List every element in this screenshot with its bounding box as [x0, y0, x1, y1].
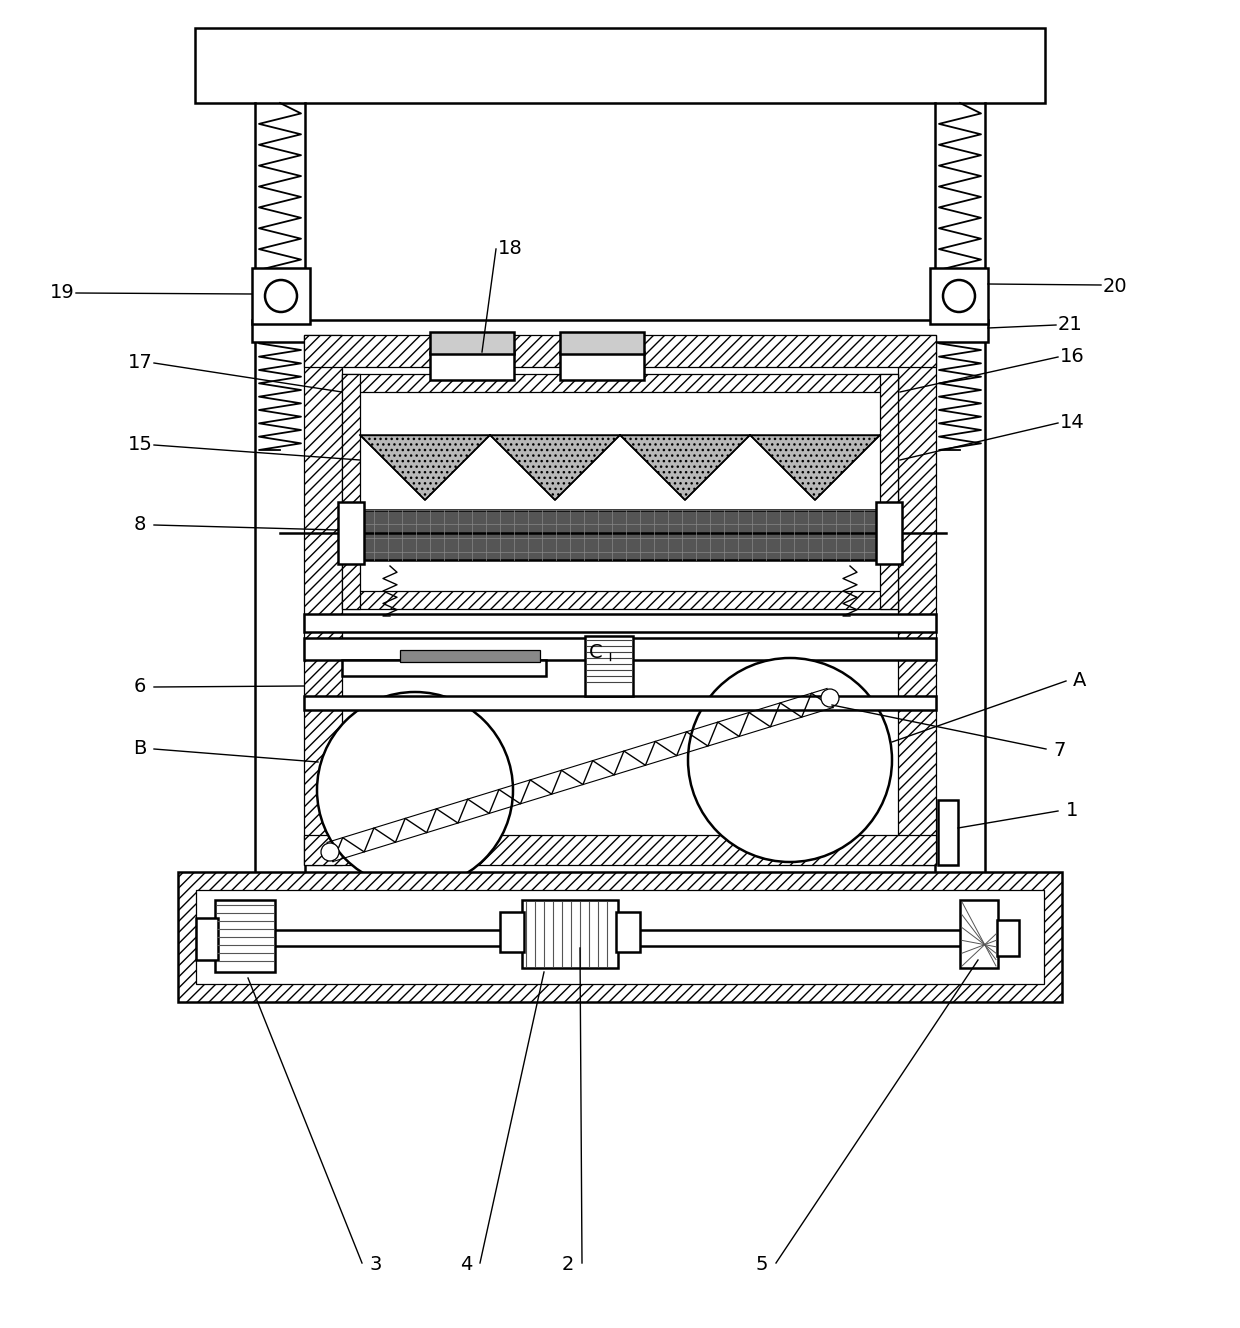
Bar	[560, 352, 644, 380]
Bar	[880, 374, 898, 610]
Bar	[339, 502, 365, 564]
Bar	[342, 374, 898, 392]
Circle shape	[688, 657, 892, 862]
Bar	[360, 392, 880, 591]
Text: 2: 2	[562, 1255, 574, 1274]
Text: 18: 18	[497, 239, 522, 258]
Text: 5: 5	[755, 1255, 769, 1274]
Bar	[196, 890, 1044, 984]
Circle shape	[265, 280, 298, 312]
Circle shape	[942, 280, 975, 312]
Bar	[430, 332, 515, 355]
Bar	[875, 502, 901, 564]
Text: 4: 4	[460, 1255, 472, 1274]
Bar	[304, 696, 936, 710]
Bar	[616, 912, 640, 952]
Bar	[930, 268, 988, 324]
Bar	[522, 900, 618, 968]
Text: 8: 8	[134, 514, 146, 534]
Text: 3: 3	[370, 1255, 382, 1274]
Bar	[196, 890, 1044, 984]
Bar	[196, 918, 218, 960]
Circle shape	[317, 692, 513, 888]
Polygon shape	[360, 436, 880, 501]
Bar	[252, 320, 988, 343]
Text: 16: 16	[1060, 347, 1084, 365]
Bar	[304, 835, 936, 865]
Bar	[304, 335, 936, 367]
Bar	[304, 614, 936, 632]
Bar	[960, 900, 998, 968]
Text: A: A	[1074, 671, 1086, 689]
Bar	[430, 352, 515, 380]
Bar	[585, 636, 632, 696]
Bar	[342, 660, 546, 676]
Text: 20: 20	[1102, 276, 1127, 296]
Bar	[215, 900, 275, 972]
Text: 1: 1	[1066, 801, 1079, 819]
Text: 7: 7	[1054, 741, 1066, 760]
Text: 19: 19	[50, 283, 74, 301]
Bar	[304, 637, 936, 660]
Bar	[304, 335, 342, 865]
Bar	[252, 268, 310, 324]
Bar	[560, 332, 644, 355]
Bar	[342, 374, 360, 610]
Text: 15: 15	[128, 434, 153, 453]
Bar	[360, 510, 880, 560]
Bar	[195, 28, 1045, 104]
Text: 14: 14	[1060, 413, 1084, 432]
Bar	[342, 591, 898, 610]
Bar	[937, 799, 959, 865]
Text: 6: 6	[134, 676, 146, 696]
Text: B: B	[134, 738, 146, 757]
Bar	[500, 912, 525, 952]
Bar	[898, 335, 936, 865]
Circle shape	[321, 843, 339, 861]
Bar	[997, 920, 1019, 956]
Circle shape	[821, 689, 839, 706]
Text: C: C	[589, 643, 603, 661]
Text: 17: 17	[128, 352, 153, 372]
Bar	[401, 649, 539, 661]
Text: 21: 21	[1058, 315, 1083, 333]
Bar	[179, 872, 1061, 1003]
